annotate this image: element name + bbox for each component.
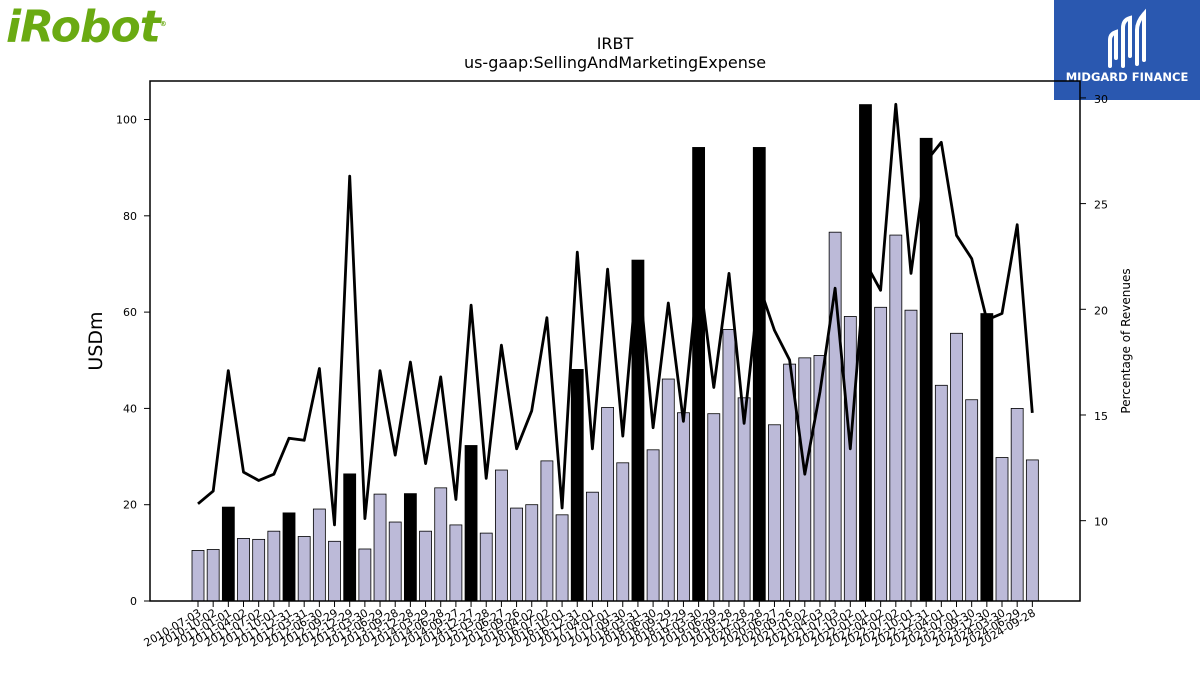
y-axis-left: 0 20 40 60 80 100 bbox=[116, 114, 150, 608]
y-tick-label: 20 bbox=[123, 499, 137, 512]
midgard-finance-wordmark: MIDGARD FINANCE bbox=[1065, 70, 1189, 84]
quarter-bar bbox=[555, 514, 569, 602]
annual-bar bbox=[980, 313, 994, 602]
quarter-bar bbox=[616, 462, 630, 602]
quarter-bar bbox=[237, 538, 250, 602]
quarter-bar bbox=[874, 306, 888, 602]
quarter-bar bbox=[494, 469, 508, 602]
quarter-bar bbox=[950, 332, 963, 602]
quarter-bar bbox=[843, 316, 857, 602]
annual-bar bbox=[464, 445, 478, 602]
quarter-bar bbox=[479, 532, 493, 602]
quarter-bar bbox=[388, 521, 402, 602]
midgard-finance-logo: MIDGARD FINANCE bbox=[1054, 0, 1200, 100]
annual-bar bbox=[859, 104, 872, 602]
quarter-bar bbox=[889, 234, 903, 602]
y2-tick-label: 15 bbox=[1094, 410, 1108, 423]
quarter-bar bbox=[328, 540, 341, 602]
quarter-bar bbox=[297, 536, 311, 602]
quarter-bar bbox=[995, 457, 1009, 602]
quarter-bar bbox=[1025, 459, 1039, 602]
pct-revenue-line bbox=[197, 102, 1034, 527]
irobot-logo: iRobot® bbox=[6, 1, 167, 53]
quarter-bar bbox=[525, 504, 539, 602]
chart-title: IRBT bbox=[597, 34, 634, 53]
quarter-bar bbox=[722, 329, 736, 602]
quarter-bar bbox=[449, 524, 463, 602]
plot-frame bbox=[149, 80, 1081, 602]
y-axis-label: USDm bbox=[85, 311, 107, 370]
quarter-bar bbox=[661, 378, 675, 602]
quarter-bar bbox=[267, 530, 281, 602]
quarter-bar bbox=[646, 449, 660, 602]
y-tick-label: 60 bbox=[123, 306, 137, 319]
quarter-bar bbox=[510, 507, 523, 602]
y-tick-label: 0 bbox=[130, 595, 137, 608]
quarter-bar bbox=[677, 412, 690, 602]
y2-axis-label: Percentage of Revenues bbox=[1119, 268, 1133, 413]
registered-mark: ® bbox=[159, 20, 167, 28]
y-tick-label: 80 bbox=[123, 210, 137, 223]
quarter-bar bbox=[707, 413, 721, 602]
irobot-logo-text: iRobot bbox=[6, 1, 161, 53]
y-axis-right: 10 15 20 25 30 bbox=[1080, 93, 1108, 529]
quarter-bar bbox=[252, 538, 266, 602]
annual-bar bbox=[570, 369, 584, 602]
annual-bar bbox=[919, 137, 933, 602]
y2-tick-label: 20 bbox=[1094, 304, 1108, 317]
annual-bar bbox=[403, 493, 417, 602]
chart-subtitle: us-gaap:SellingAndMarketingExpense bbox=[464, 53, 766, 72]
quarter-bar bbox=[934, 384, 948, 602]
quarter-bar bbox=[206, 549, 220, 602]
annual-bar bbox=[221, 506, 235, 602]
x-axis: 2010-07-032010-10-022011-01-012011-04-02… bbox=[142, 601, 1038, 650]
y2-tick-label: 30 bbox=[1094, 93, 1108, 106]
quarter-bar bbox=[737, 397, 751, 602]
quarter-bar bbox=[373, 493, 387, 602]
y-tick-label: 40 bbox=[123, 402, 137, 415]
annual-bar bbox=[343, 473, 357, 602]
quarter-bar bbox=[434, 487, 448, 602]
annual-bar bbox=[752, 147, 766, 602]
quarter-bar bbox=[586, 491, 599, 602]
y2-tick-label: 10 bbox=[1094, 516, 1108, 529]
quarter-bar bbox=[904, 309, 918, 602]
quarter-bar bbox=[768, 424, 781, 602]
quarter-bar bbox=[798, 357, 812, 602]
line-series bbox=[197, 102, 1034, 527]
y-tick-label: 100 bbox=[116, 114, 137, 127]
midgard-emblem-icon bbox=[1054, 0, 1200, 100]
quarter-bar bbox=[312, 508, 326, 602]
quarter-bar bbox=[191, 550, 205, 602]
annual-bar bbox=[692, 147, 706, 602]
annual-bar bbox=[282, 512, 296, 602]
quarter-bar bbox=[419, 530, 432, 602]
quarter-bar bbox=[965, 399, 979, 602]
quarter-bar bbox=[1010, 408, 1024, 602]
quarter-bar bbox=[358, 548, 372, 602]
quarter-bar bbox=[540, 460, 554, 602]
quarter-bar bbox=[601, 407, 614, 602]
y2-tick-label: 25 bbox=[1094, 199, 1108, 212]
